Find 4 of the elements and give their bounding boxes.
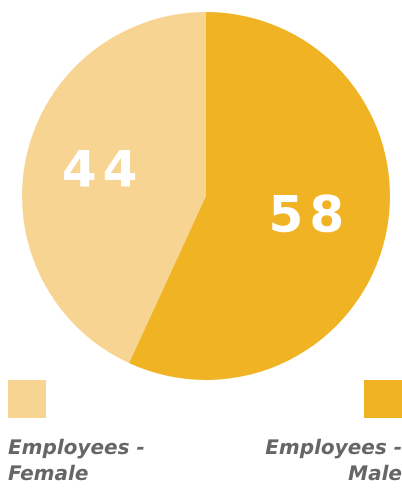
data-label: 58 <box>268 186 350 244</box>
legend-label: Employees -Female <box>8 434 146 486</box>
legend-label: Employees - Male <box>264 434 402 486</box>
data-label: 44 <box>62 140 144 198</box>
